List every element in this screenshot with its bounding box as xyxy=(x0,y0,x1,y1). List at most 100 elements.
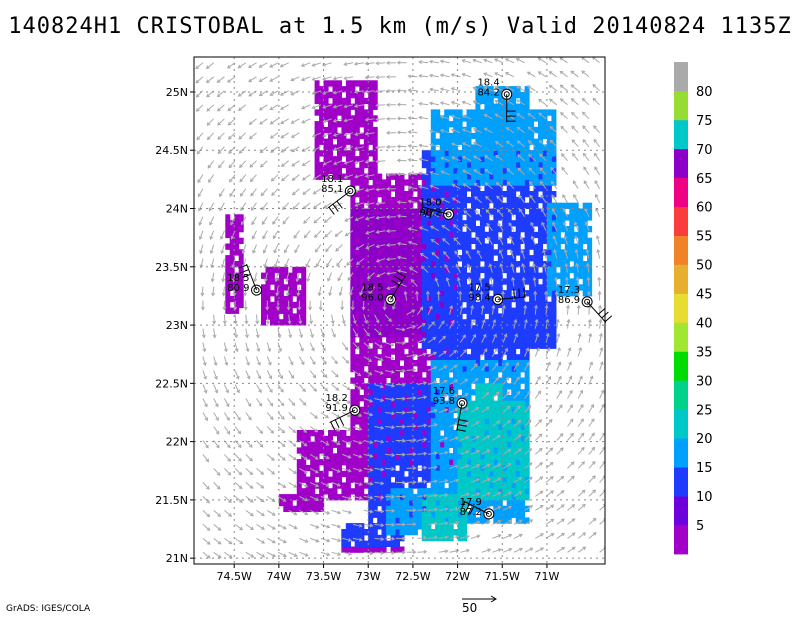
field-cell xyxy=(278,290,284,297)
field-cell xyxy=(372,406,378,413)
field-cell xyxy=(354,435,360,443)
field-cell xyxy=(515,167,521,174)
field-cell xyxy=(564,272,570,279)
field-cell xyxy=(582,214,588,221)
field-cell xyxy=(444,342,450,349)
field-cell xyxy=(390,290,396,297)
field-cell xyxy=(404,191,409,198)
field-cell xyxy=(274,284,280,291)
field-cell xyxy=(350,325,356,332)
field-cell xyxy=(412,529,418,536)
field-cell xyxy=(511,173,517,180)
field-cell xyxy=(511,126,517,134)
field-cell xyxy=(462,476,467,483)
field-cell xyxy=(484,470,490,478)
field-cell xyxy=(520,325,526,332)
field-cell xyxy=(377,534,383,542)
field-cell xyxy=(408,231,414,239)
field-cell xyxy=(408,400,414,408)
field-cell xyxy=(524,494,530,501)
field-cell xyxy=(359,464,365,472)
field-cell xyxy=(363,220,369,227)
field-cell xyxy=(479,377,485,384)
field-cell xyxy=(301,441,307,448)
field-cell xyxy=(435,220,441,227)
field-cell xyxy=(345,97,351,105)
field-cell xyxy=(354,441,360,448)
field-cell xyxy=(439,121,445,128)
field-cell xyxy=(319,103,325,110)
field-cell xyxy=(341,488,347,495)
field-cell xyxy=(453,435,459,443)
field-cell xyxy=(430,173,436,180)
field-cell xyxy=(234,231,240,239)
field-cell xyxy=(466,132,472,140)
field-cell xyxy=(296,447,302,454)
field-cell xyxy=(453,365,459,373)
field-cell xyxy=(390,214,396,221)
field-cell xyxy=(430,371,436,378)
field-cell xyxy=(488,313,494,320)
field-cell xyxy=(533,261,539,268)
field-cell xyxy=(462,115,467,122)
field-cell xyxy=(377,261,383,268)
field-cell xyxy=(479,266,485,274)
field-cell xyxy=(404,395,409,402)
field-cell xyxy=(538,301,543,309)
field-cell xyxy=(560,226,566,233)
field-cell xyxy=(453,121,459,128)
field-cell xyxy=(471,202,476,209)
field-cell xyxy=(471,371,476,378)
field-cell xyxy=(493,179,499,186)
field-cell xyxy=(368,511,374,518)
field-cell xyxy=(421,179,427,186)
field-cell xyxy=(350,214,356,221)
field-cell xyxy=(395,272,400,279)
field-cell xyxy=(497,173,503,180)
field-cell xyxy=(368,488,374,495)
field-cell xyxy=(542,249,548,256)
field-cell xyxy=(404,325,409,332)
field-cell xyxy=(488,430,494,437)
field-cell xyxy=(368,80,374,87)
field-cell xyxy=(444,284,450,291)
field-cell xyxy=(229,261,235,268)
field-cell xyxy=(439,360,445,367)
field-cell xyxy=(453,144,459,151)
field-cell xyxy=(453,330,459,338)
field-cell xyxy=(412,295,418,303)
field-cell xyxy=(471,156,476,163)
field-cell xyxy=(350,412,356,419)
field-cell xyxy=(439,301,445,309)
field-cell xyxy=(439,138,445,145)
field-cell xyxy=(363,243,369,250)
field-cell xyxy=(404,412,409,419)
field-cell xyxy=(377,377,383,384)
field-cell xyxy=(430,418,436,425)
field-cell xyxy=(372,389,378,396)
field-cell xyxy=(497,418,503,425)
field-cell xyxy=(448,319,454,326)
field-cell xyxy=(457,319,463,326)
field-cell xyxy=(368,202,374,209)
field-cell xyxy=(484,424,490,431)
field-cell xyxy=(506,144,512,151)
field-cell xyxy=(529,301,535,309)
field-cell xyxy=(533,313,539,320)
field-cell xyxy=(511,261,517,268)
field-cell xyxy=(430,255,436,262)
field-cell xyxy=(475,156,481,163)
field-cell xyxy=(511,418,517,425)
field-cell xyxy=(587,255,593,262)
field-cell xyxy=(354,167,360,174)
field-cell xyxy=(296,482,302,489)
field-cell xyxy=(350,459,356,466)
field-cell xyxy=(551,202,557,209)
field-cell xyxy=(372,383,378,390)
field-cell xyxy=(381,365,387,373)
field-cell xyxy=(363,144,369,151)
field-cell xyxy=(412,237,418,244)
field-cell xyxy=(408,179,414,186)
field-cell xyxy=(430,342,436,349)
field-cell xyxy=(493,249,499,256)
